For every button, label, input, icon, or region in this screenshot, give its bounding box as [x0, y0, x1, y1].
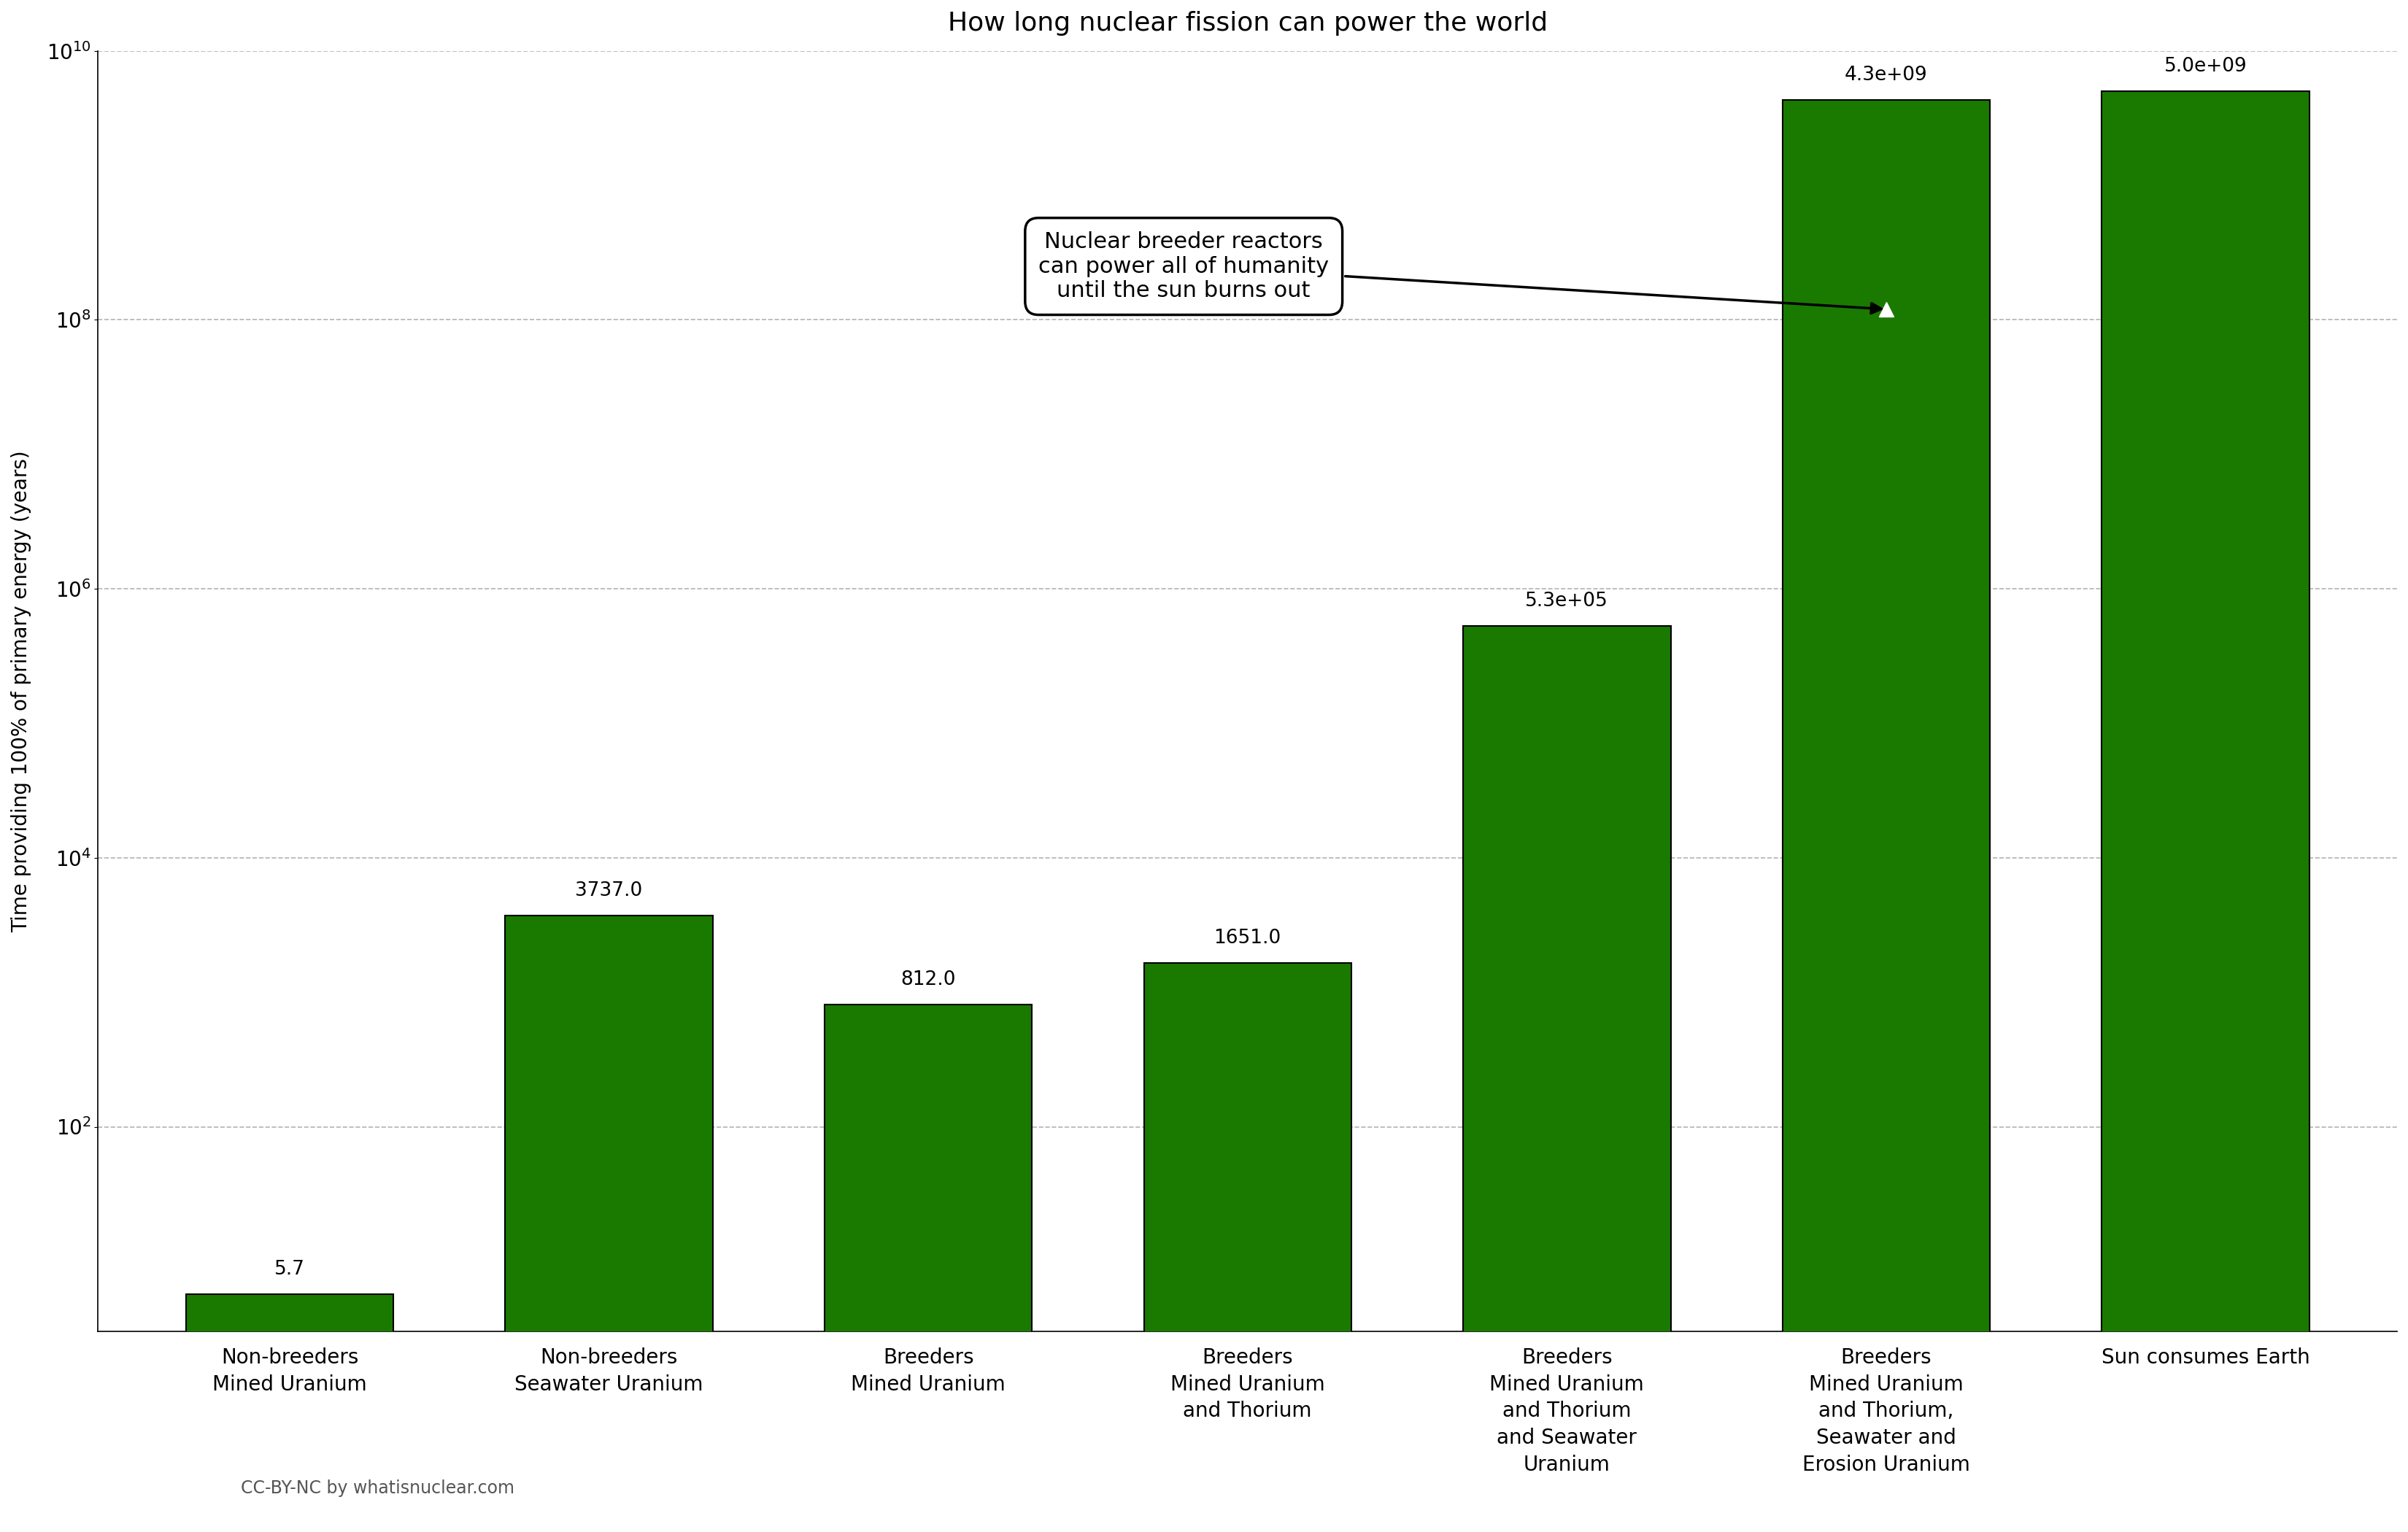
Text: 5.3e+05: 5.3e+05	[1524, 591, 1609, 611]
Text: 1651.0: 1651.0	[1214, 928, 1281, 948]
Bar	[185, 1295, 393, 1532]
Text: 5.0e+09: 5.0e+09	[2165, 57, 2247, 77]
Text: 5.7: 5.7	[275, 1259, 306, 1279]
Bar	[1464, 627, 1671, 1532]
Bar	[1144, 964, 1351, 1532]
Bar	[824, 1005, 1033, 1532]
Bar	[506, 915, 713, 1532]
Text: 3737.0: 3737.0	[576, 881, 643, 899]
Text: 812.0: 812.0	[901, 970, 956, 990]
Y-axis label: Time providing 100% of primary energy (years): Time providing 100% of primary energy (y…	[12, 450, 31, 931]
Title: How long nuclear fission can power the world: How long nuclear fission can power the w…	[949, 11, 1548, 35]
Text: Nuclear breeder reactors
can power all of humanity
until the sun burns out: Nuclear breeder reactors can power all o…	[1038, 231, 1881, 314]
Text: CC-BY-NC by whatisnuclear.com: CC-BY-NC by whatisnuclear.com	[241, 1480, 515, 1497]
Bar	[2102, 92, 2309, 1532]
Bar	[1782, 100, 1989, 1532]
Text: 4.3e+09: 4.3e+09	[1845, 66, 1929, 84]
